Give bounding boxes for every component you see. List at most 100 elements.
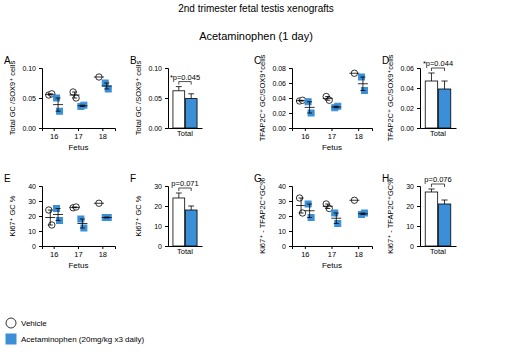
y-tick-mark bbox=[39, 231, 42, 232]
y-axis-line bbox=[417, 187, 421, 247]
panel-label: B bbox=[130, 55, 137, 66]
y-tick: 0.10 bbox=[148, 65, 168, 72]
y-tick-label: 20 bbox=[406, 203, 414, 210]
panel: 010203040Ki67⁺ GC %E161718Fetus bbox=[4, 173, 116, 270]
x-tick: 17 bbox=[74, 246, 82, 259]
x-tick: 17 bbox=[74, 128, 82, 141]
x-tick: 18 bbox=[99, 128, 107, 141]
panel-label: F bbox=[130, 173, 136, 184]
y-tick: 0.00 bbox=[22, 125, 42, 132]
y-axis-title: TFAP2C⁺ GC/SOX9⁺cells bbox=[386, 54, 395, 141]
error-bar bbox=[104, 83, 109, 89]
bar bbox=[438, 204, 450, 246]
y-tick: 40 bbox=[28, 183, 42, 190]
x-axis: Total bbox=[421, 246, 457, 256]
x-axis-line bbox=[43, 247, 116, 250]
y-tick-mark bbox=[39, 98, 42, 99]
y-tick: 0 bbox=[282, 243, 292, 250]
x-tick: 17 bbox=[328, 128, 336, 141]
x-tick-mark bbox=[332, 246, 333, 249]
mean-line bbox=[349, 200, 359, 201]
y-tick-label: 10 bbox=[278, 228, 286, 235]
x-tick-mark bbox=[54, 128, 55, 131]
y-tick-mark bbox=[165, 98, 168, 99]
x-tick: Total bbox=[430, 128, 446, 138]
y-tick-label: 30 bbox=[28, 198, 36, 205]
y-axis-line bbox=[417, 69, 421, 129]
y-tick-label: 40 bbox=[28, 183, 36, 190]
x-axis: Total bbox=[421, 128, 457, 138]
x-tick-label: 18 bbox=[354, 132, 362, 141]
y-tick-label: 0.00 bbox=[400, 125, 414, 132]
plot-area bbox=[45, 74, 111, 114]
legend-label: Acetaminophen (20mg/kg x3 daily) bbox=[21, 335, 145, 344]
mean-line bbox=[349, 73, 359, 74]
y-tick-mark bbox=[417, 226, 420, 227]
y-tick-mark bbox=[165, 128, 168, 129]
x-tick-label: Total bbox=[177, 129, 193, 138]
y-tick-mark bbox=[289, 201, 292, 202]
panel-label: G bbox=[254, 173, 262, 184]
x-tick-label: 17 bbox=[328, 250, 336, 259]
x-tick-mark bbox=[358, 246, 359, 249]
bar bbox=[438, 89, 450, 128]
y-tick-mark bbox=[39, 201, 42, 202]
figure-title: 2nd trimester fetal testis xenografts bbox=[178, 3, 334, 14]
mean-line bbox=[358, 213, 368, 214]
panel: 0.000.050.10Total GC /SOX9⁺ cellsA161718… bbox=[4, 55, 116, 152]
y-tick: 0 bbox=[410, 243, 420, 250]
y-tick: 0.00 bbox=[272, 125, 292, 132]
x-tick: 18 bbox=[354, 246, 362, 259]
y-tick-mark bbox=[289, 231, 292, 232]
y-tick-mark bbox=[39, 128, 42, 129]
error-bar bbox=[299, 198, 304, 213]
y-tick-mark bbox=[165, 68, 168, 69]
x-tick: Total bbox=[177, 246, 193, 256]
panel: 0102030Ki67⁺ GC %FTotalp=0.071 bbox=[130, 173, 203, 256]
y-tick-label: 40 bbox=[278, 183, 286, 190]
x-tick: 16 bbox=[301, 128, 309, 141]
y-tick-mark bbox=[165, 206, 168, 207]
annotation: p=0.071 bbox=[171, 179, 198, 188]
y-tick-label: 30 bbox=[278, 198, 286, 205]
panel-label: A bbox=[4, 55, 11, 66]
bar bbox=[425, 192, 437, 246]
y-tick-mark bbox=[39, 68, 42, 69]
significance-bracket bbox=[431, 68, 444, 71]
error-bar bbox=[188, 206, 194, 210]
x-axis: Total bbox=[169, 246, 203, 256]
x-tick-label: Total bbox=[430, 129, 446, 138]
legend: VehicleAcetaminophen (20mg/kg x3 daily) bbox=[6, 318, 145, 344]
y-tick: 0.05 bbox=[22, 95, 42, 102]
annotation: *p=0.045 bbox=[170, 73, 200, 82]
x-axis-title: Fetus bbox=[322, 261, 342, 270]
x-tick-label: 16 bbox=[50, 250, 58, 259]
y-tick: 0.06 bbox=[272, 80, 292, 87]
error-bar bbox=[72, 207, 77, 209]
y-tick: 0.10 bbox=[22, 65, 42, 72]
y-tick-label: 20 bbox=[278, 213, 286, 220]
y-tick: 0.08 bbox=[272, 65, 292, 72]
y-tick: 30 bbox=[28, 198, 42, 205]
x-tick-mark bbox=[102, 128, 103, 131]
y-axis: 0.00 0.05 0.10 bbox=[22, 65, 42, 132]
legend-marker bbox=[6, 334, 16, 344]
error-bar bbox=[176, 87, 182, 91]
y-tick-mark bbox=[39, 246, 42, 247]
plot-area bbox=[425, 189, 451, 246]
y-axis-title: Total GC /SOX9⁺ cells bbox=[8, 61, 17, 136]
y-tick: 40 bbox=[278, 183, 292, 190]
plot-area bbox=[296, 195, 368, 227]
figure-subtitle: Acetaminophen (1 day) bbox=[199, 30, 313, 42]
y-tick-label: 0.02 bbox=[400, 105, 414, 112]
y-tick: 0.00 bbox=[400, 125, 420, 132]
error-bar bbox=[307, 102, 312, 113]
x-axis-title: Fetus bbox=[68, 261, 88, 270]
y-axis: 0102030 bbox=[154, 183, 168, 250]
y-tick-mark bbox=[165, 246, 168, 247]
y-tick: 10 bbox=[28, 228, 42, 235]
y-tick-mark bbox=[417, 246, 420, 247]
y-tick: 0.02 bbox=[400, 105, 420, 112]
y-tick-label: 0.00 bbox=[148, 125, 162, 132]
y-tick-label: 0.05 bbox=[148, 95, 162, 102]
